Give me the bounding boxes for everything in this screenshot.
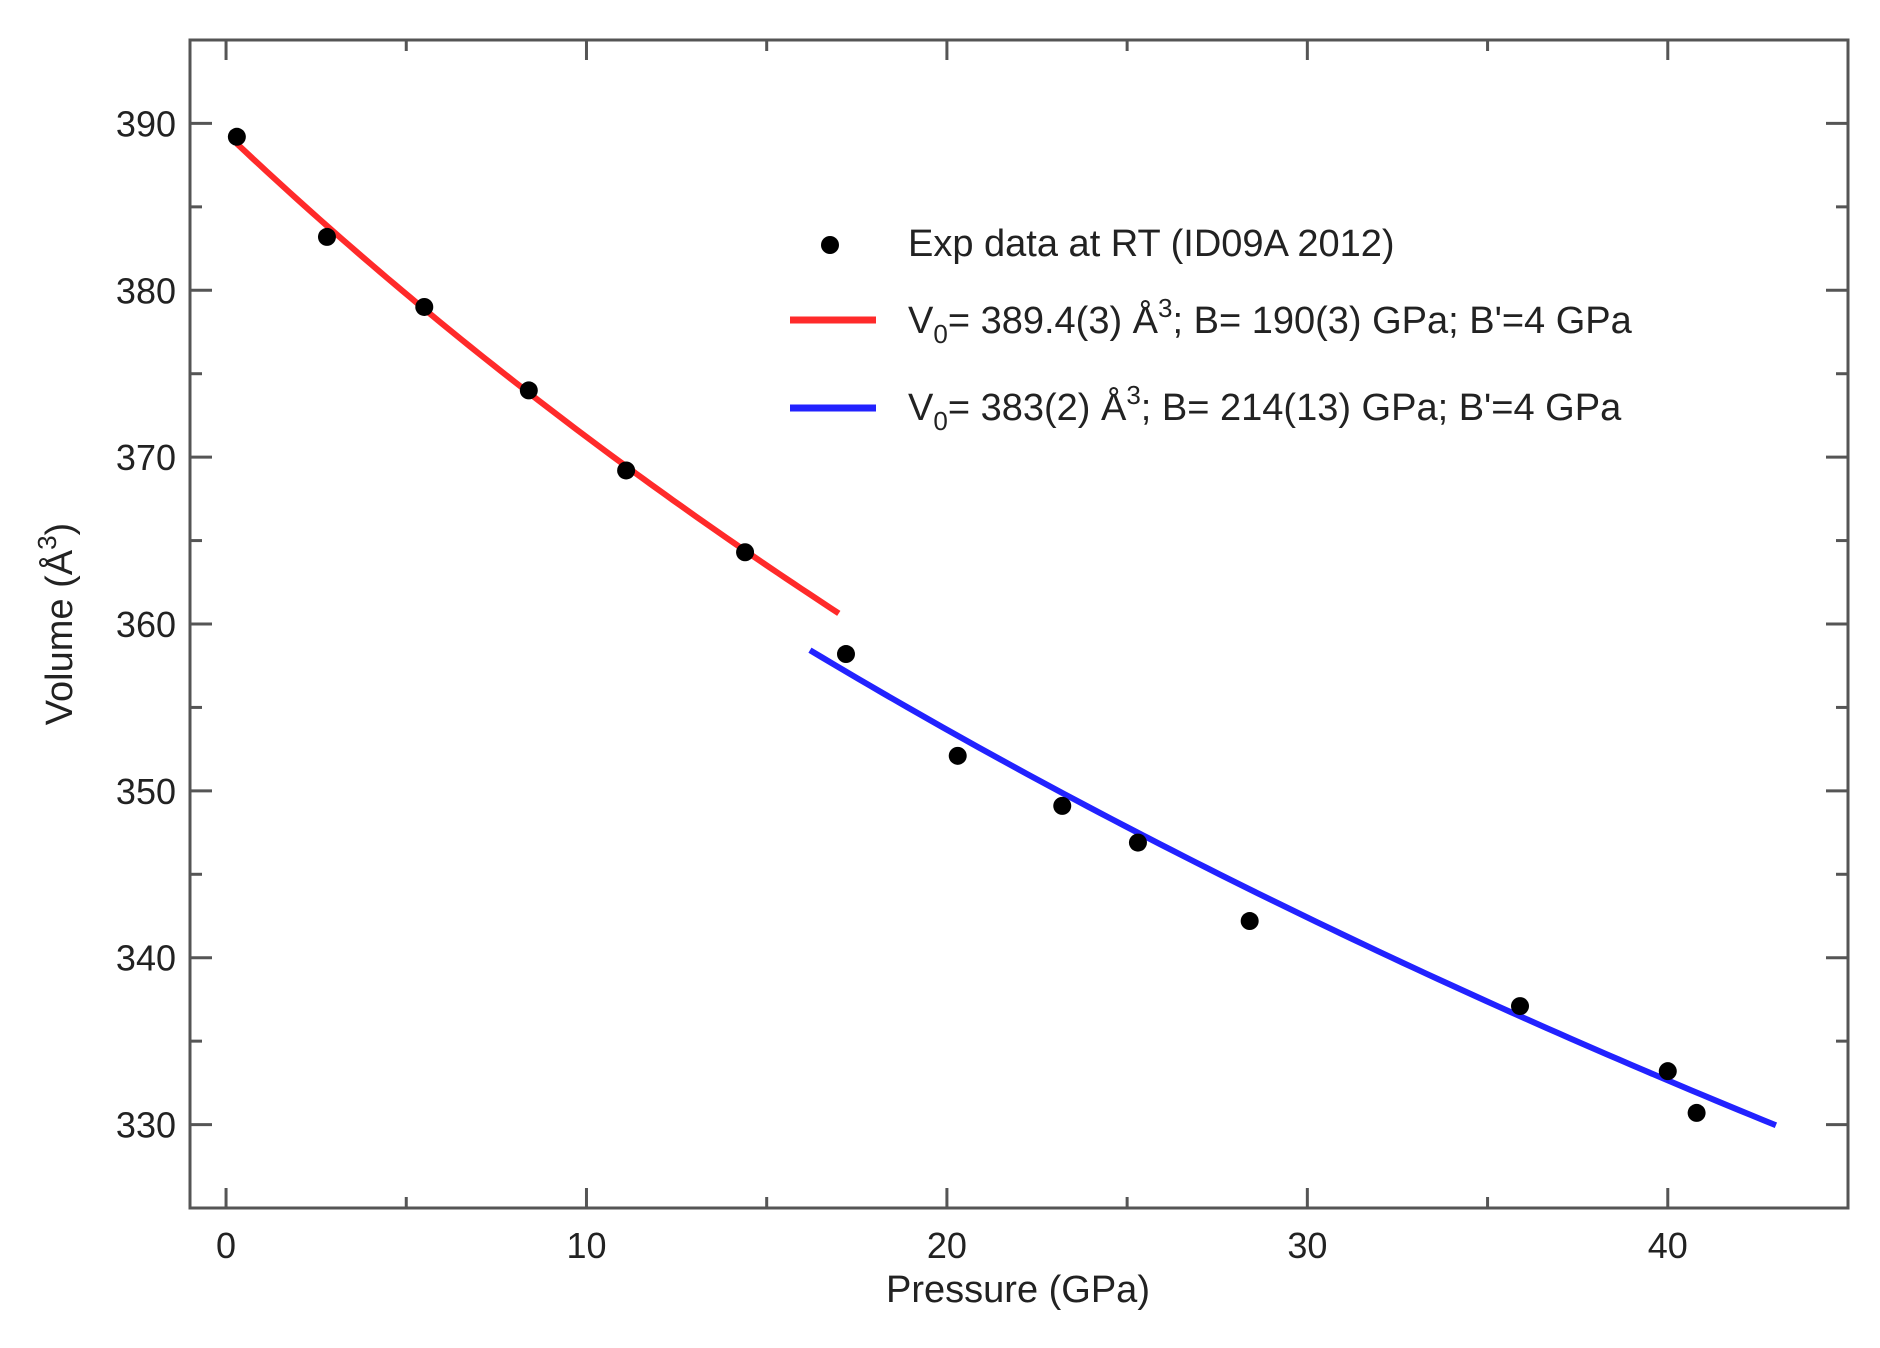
data-points — [227, 127, 1706, 1122]
legend-red-v: V — [908, 300, 934, 342]
y-axis-title-close: ) — [39, 523, 81, 536]
legend-red-mid: = 389.4(3) Å — [948, 298, 1159, 342]
legend-marker-exp — [821, 236, 839, 254]
data-point — [1053, 796, 1072, 815]
y-tick-label: 370 — [116, 437, 176, 478]
legend-red-sub: 0 — [933, 319, 947, 349]
axis-ticks — [190, 40, 1848, 1208]
data-point — [617, 461, 636, 480]
fit-curves — [234, 141, 1778, 1129]
x-tick-label: 30 — [1287, 1225, 1327, 1266]
legend-blue-v: V — [908, 387, 934, 429]
data-point — [836, 645, 855, 664]
y-tick-label: 380 — [116, 270, 176, 311]
y-axis-title-text: Volume (Å — [37, 549, 81, 725]
legend-blue-sup: 3 — [1126, 380, 1140, 410]
data-point — [1240, 912, 1259, 931]
data-point — [1658, 1062, 1677, 1081]
y-tick-label: 360 — [116, 604, 176, 645]
legend-label-exp: Exp data at RT (ID09A 2012) — [908, 223, 1395, 265]
x-tick-label: 0 — [216, 1225, 236, 1266]
data-point — [736, 543, 755, 562]
y-tick-label: 390 — [116, 103, 176, 144]
legend-blue-sub: 0 — [933, 406, 947, 436]
data-point — [227, 127, 246, 146]
x-axis-title: Pressure (GPa) — [886, 1269, 1150, 1311]
y-axis-title: Volume (Å3) — [32, 523, 81, 725]
legend-label-red: V0= 389.4(3) Å3; B= 190(3) GPa; B'=4 GPa — [908, 293, 1633, 349]
x-tick-label: 10 — [566, 1225, 606, 1266]
y-tick-labels: 330 340 350 360 370 380 390 — [116, 103, 176, 1145]
data-point — [317, 227, 336, 246]
data-point — [415, 297, 434, 316]
legend: Exp data at RT (ID09A 2012) V0= 389.4(3)… — [790, 223, 1633, 436]
y-axis-title-sup: 3 — [32, 535, 62, 549]
legend-blue-tail: ; B= 214(13) GPa; B'=4 GPa — [1141, 387, 1622, 429]
legend-red-sup: 3 — [1158, 293, 1172, 323]
data-point — [1687, 1103, 1706, 1122]
x-tick-label: 20 — [927, 1225, 967, 1266]
legend-blue-mid: = 383(2) Å — [948, 385, 1127, 429]
fit-line-fit-red — [234, 141, 841, 616]
x-tick-label: 40 — [1648, 1225, 1688, 1266]
y-tick-label: 330 — [116, 1105, 176, 1146]
data-point — [948, 746, 967, 765]
data-point — [1511, 997, 1530, 1016]
y-tick-label: 340 — [116, 938, 176, 979]
y-tick-label: 350 — [116, 771, 176, 812]
plot-frame — [188, 38, 1850, 1210]
data-point — [1128, 833, 1147, 852]
legend-label-blue: V0= 383(2) Å3; B= 214(13) GPa; B'=4 GPa — [908, 380, 1622, 436]
legend-red-tail: ; B= 190(3) GPa; B'=4 GPa — [1172, 300, 1632, 342]
fit-line-fit-blue — [808, 647, 1778, 1129]
data-point — [519, 381, 538, 400]
x-tick-labels: 0 10 20 30 40 — [216, 1225, 1688, 1266]
